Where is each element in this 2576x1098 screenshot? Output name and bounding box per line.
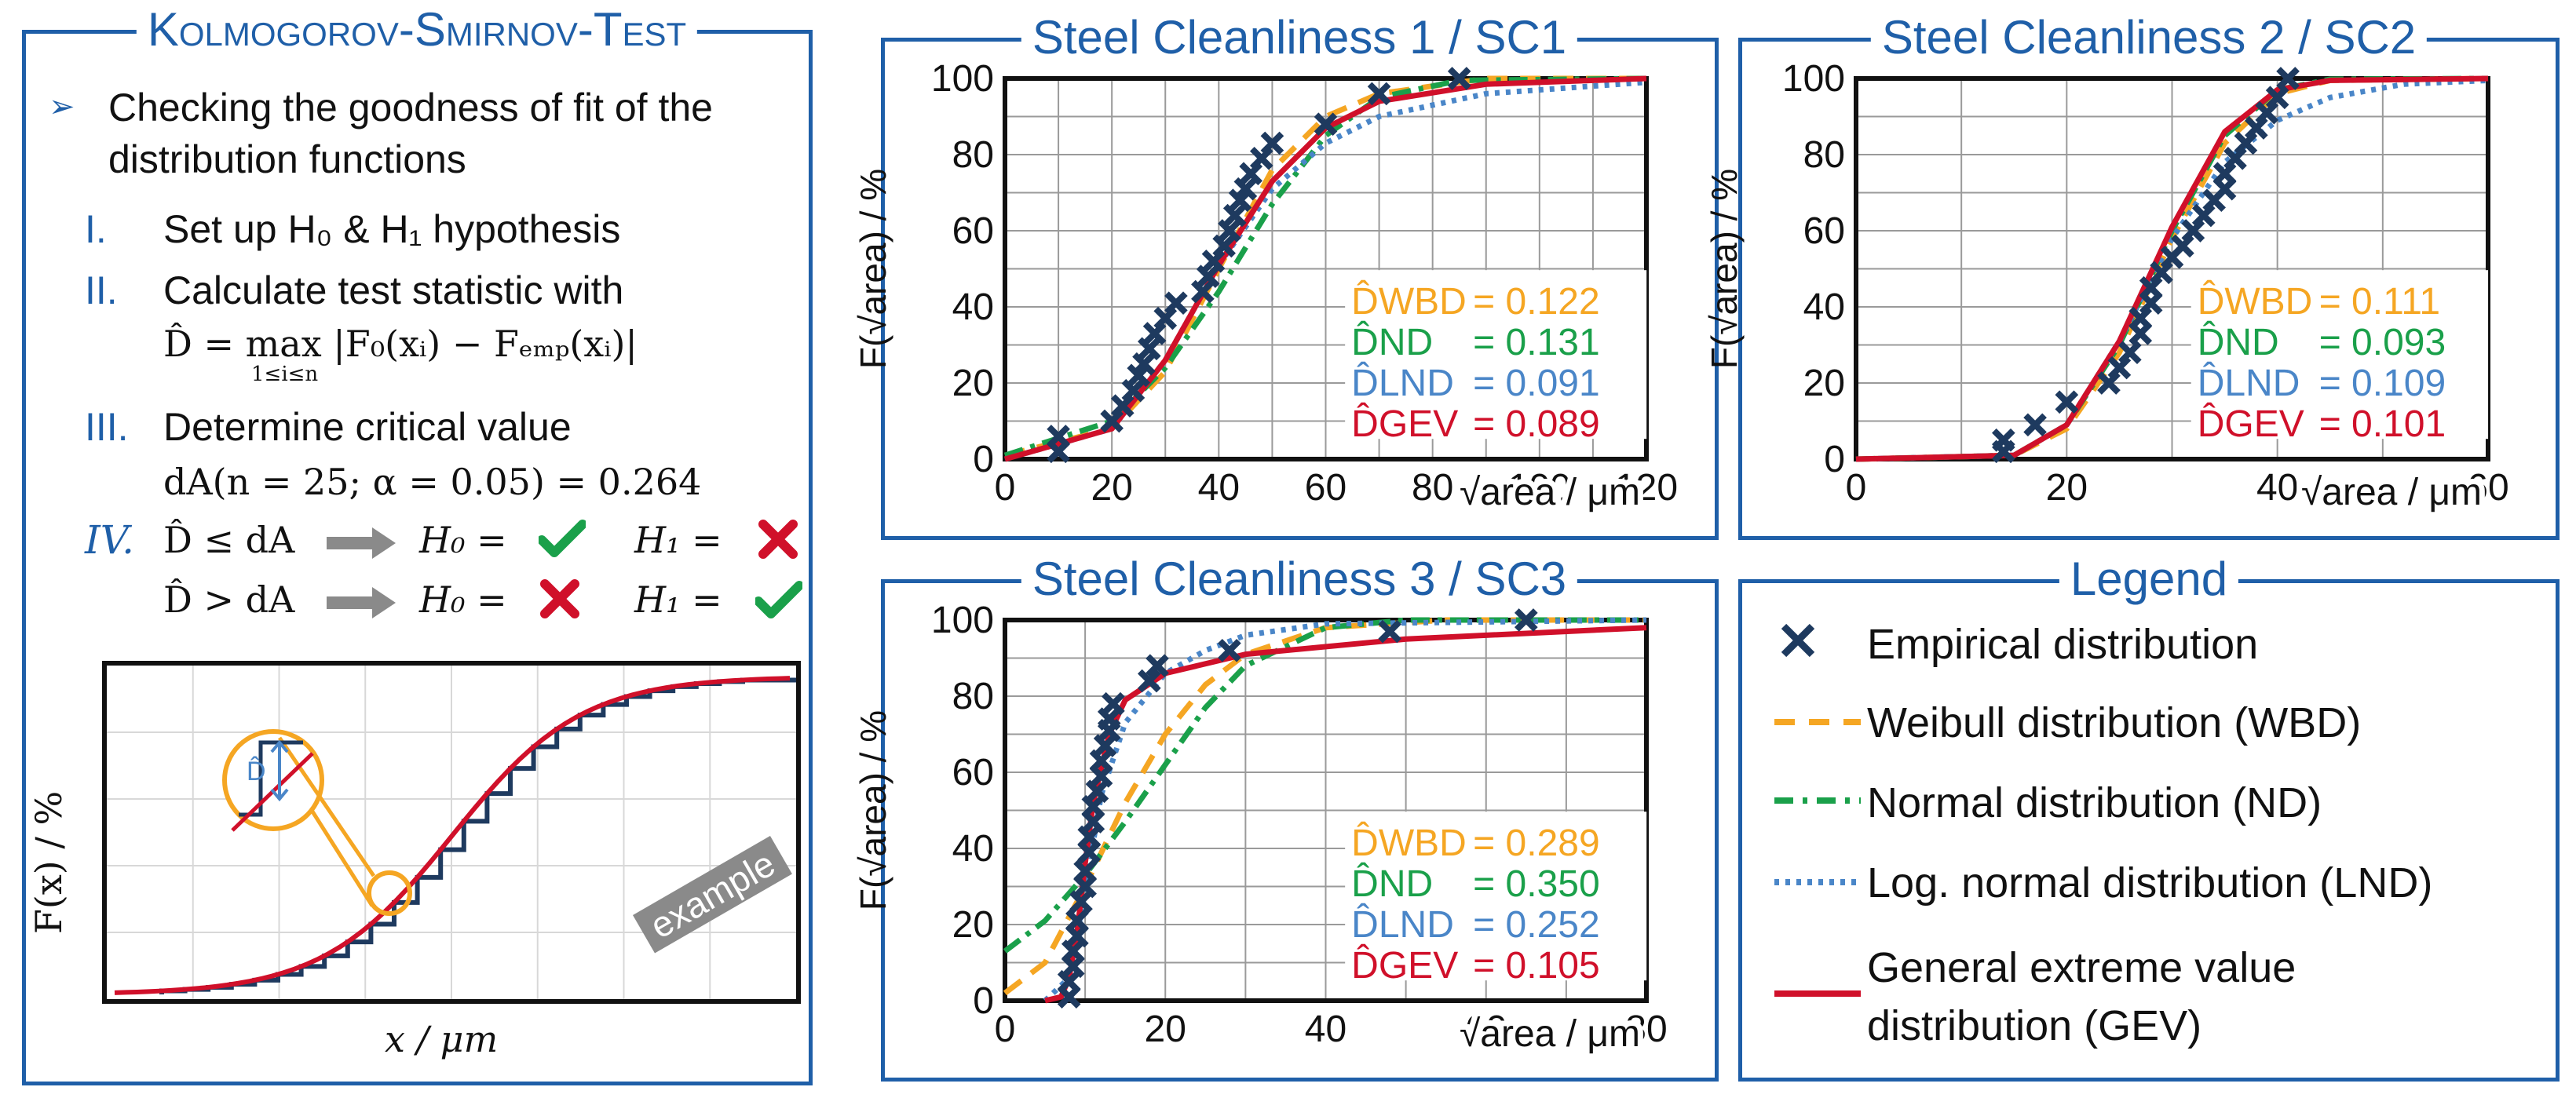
- sc3-panel: [881, 579, 1719, 1082]
- step-3-text: Determine critical value: [163, 405, 572, 449]
- sc1-title: Steel Cleanliness 1 / SC1: [1021, 10, 1578, 65]
- step-1-num: I.: [85, 207, 107, 251]
- step-2-text: Calculate test statistic with: [163, 268, 624, 312]
- h0-label-1: H₀ =: [419, 519, 507, 561]
- legend-item-nd: Normal distribution (ND): [1867, 779, 2322, 826]
- example-xlabel: x / μm: [385, 1018, 499, 1060]
- step-4-num: IV.: [85, 517, 135, 563]
- cross-icon: [540, 579, 579, 618]
- sc3-title: Steel Cleanliness 3 / SC3: [1021, 552, 1578, 607]
- sc2-title: Steel Cleanliness 2 / SC2: [1870, 10, 2428, 65]
- sc1-panel: [881, 38, 1719, 540]
- d-arrow: [270, 739, 289, 802]
- check-icon: [539, 520, 586, 557]
- zoom-target: [367, 870, 412, 916]
- sc2-panel: [1738, 38, 2560, 540]
- arrow-icon: [327, 587, 396, 618]
- example-chart: D̂ example: [102, 661, 801, 1004]
- step-4-row2-condition: D̂ > dA: [163, 578, 295, 621]
- example-empirical-step: [159, 677, 796, 994]
- step-4-row1-condition: D̂ ≤ dA: [163, 519, 295, 561]
- step-3-formula: dA(n = 25; α = 0.05) = 0.264: [163, 461, 702, 503]
- bullet-arrow-icon: ➢: [49, 89, 75, 124]
- legend-empirical-marker: [1781, 623, 1815, 658]
- h1-label-2: H₁ =: [634, 578, 722, 621]
- legend-item-wbd: Weibull distribution (WBD): [1867, 699, 2362, 746]
- h1-label-1: H₁ =: [634, 519, 722, 561]
- step-1-text: Set up H₀ & H₁ hypothesis: [163, 207, 621, 251]
- example-fitted-curve: [114, 676, 791, 995]
- legend-title: Legend: [2059, 552, 2239, 607]
- legend-item-gev: General extreme value distribution (GEV): [1867, 944, 2296, 1049]
- step-2-num: II.: [85, 268, 118, 312]
- step-2-formula-sub: 1≤i≤n: [251, 363, 319, 386]
- step-2-formula: D̂ = max |F₀(xᵢ) − Fₑₘₚ(xᵢ)|: [163, 323, 638, 365]
- step-3-num: III.: [85, 405, 129, 449]
- legend-item-empirical: Empirical distribution: [1867, 621, 2259, 668]
- zoom-connector: [277, 736, 376, 877]
- arrow-icon: [327, 527, 396, 559]
- ks-title: Kolmogorov-Smirnov-Test: [136, 2, 698, 57]
- zoom-lens: [222, 729, 324, 831]
- h0-label-2: H₀ =: [419, 578, 507, 621]
- ks-bullet: Checking the goodness of fit of the dist…: [108, 86, 713, 181]
- example-ylabel: F(x) / %: [27, 790, 70, 934]
- d-label: D̂: [247, 756, 266, 786]
- legend-item-lnd: Log. normal distribution (LND): [1867, 859, 2433, 906]
- legend-symbols: [1774, 623, 1861, 997]
- zoom-connector: [310, 810, 375, 907]
- check-icon: [755, 581, 802, 618]
- cross-icon: [758, 520, 798, 559]
